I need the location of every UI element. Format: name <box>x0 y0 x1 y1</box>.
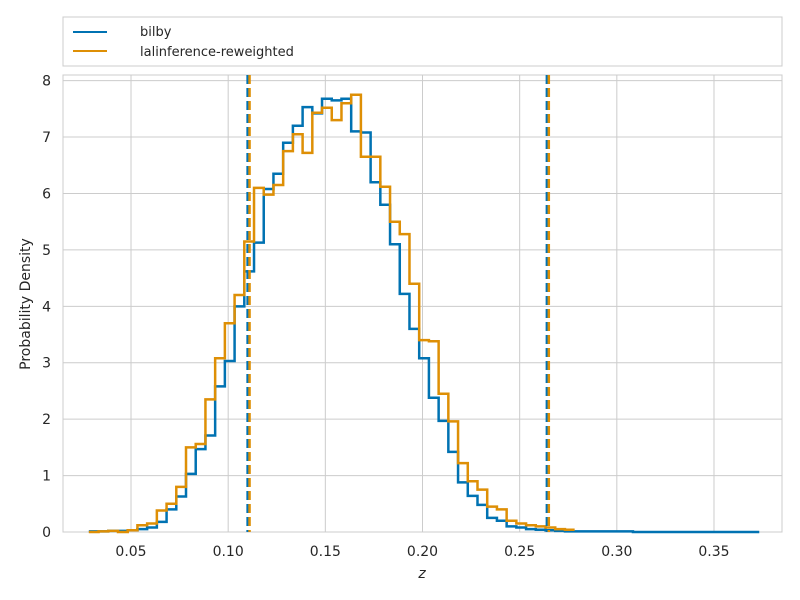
y-tick-label: 6 <box>42 186 51 202</box>
vline-layer <box>246 75 551 532</box>
y-axis-label: Probability Density <box>18 238 34 370</box>
series-layer <box>88 93 760 534</box>
y-tick-label: 8 <box>42 74 51 90</box>
x-axis-label: z <box>417 566 426 582</box>
y-tick-label: 4 <box>42 299 51 315</box>
y-tick-label: 0 <box>42 525 51 541</box>
y-tick-label: 2 <box>42 412 51 428</box>
y-tick-label: 7 <box>42 130 51 146</box>
legend-label-lalinference: lalinference-reweighted <box>140 45 294 60</box>
x-tick-label: 0.35 <box>698 544 729 560</box>
plot-area: 0.05 0.10 0.15 0.20 0.25 0.30 0.35 0 1 2 3 4 5 6 7 8 <box>42 74 783 560</box>
legend: bilby lalinference-reweighted <box>62 16 783 67</box>
x-tick-labels: 0.05 0.10 0.15 0.20 0.25 0.30 0.35 <box>115 544 729 560</box>
series-step-lalinference-reweighted <box>88 93 575 534</box>
grid <box>63 75 782 533</box>
y-tick-label: 5 <box>42 243 51 259</box>
series-step-bilby <box>88 97 760 534</box>
x-tick-label: 0.20 <box>407 544 438 560</box>
legend-frame <box>62 16 783 67</box>
x-tick-label: 0.10 <box>213 544 244 560</box>
y-tick-label: 3 <box>42 356 51 372</box>
y-tick-labels: 0 1 2 3 4 5 6 7 8 <box>42 74 51 541</box>
x-tick-label: 0.30 <box>601 544 632 560</box>
x-tick-label: 0.15 <box>310 544 341 560</box>
y-tick-label: 1 <box>42 469 51 485</box>
x-tick-label: 0.05 <box>115 544 146 560</box>
x-tick-label: 0.25 <box>504 544 535 560</box>
legend-label-bilby: bilby <box>140 25 172 40</box>
